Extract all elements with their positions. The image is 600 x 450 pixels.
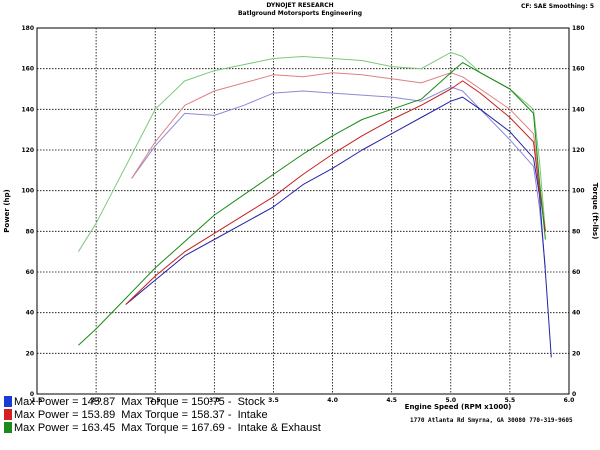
x-tick-label: 5.0 (445, 397, 456, 404)
y-tick-label-right: 60 (572, 269, 580, 276)
x-tick-label: 3.0 (209, 397, 220, 404)
chart-subtitle: Batlground Motorsports Engineering (237, 10, 363, 17)
series-line-power-intake-exhaust (78, 62, 546, 346)
y-tick-label-right: 120 (572, 147, 585, 154)
series-line-torque-intake (131, 72, 546, 232)
legend-row-intake: Max Power = 153.89 Max Torque = 158.37 -… (4, 408, 321, 421)
series-line-power-stock (125, 96, 552, 358)
legend-swatch-stock (4, 396, 12, 407)
y-tick-label-left: 140 (21, 106, 34, 113)
correction-factor-info: CF: SAE Smoothing: 5 (520, 3, 594, 10)
x-axis-label: Engine Speed (RPM x1000) (405, 403, 512, 411)
y-tick-label-left: 60 (26, 269, 34, 276)
y-tick-label-right: 100 (572, 188, 585, 195)
y-tick-label-left: 120 (21, 147, 34, 154)
y-tick-label-left: 40 (26, 310, 34, 317)
plot-frame (36, 27, 570, 395)
x-tick-label: 3.5 (268, 397, 279, 404)
x-tick-label: 2.5 (150, 397, 161, 404)
series-layer (77, 51, 552, 358)
y-tick-label-right: 40 (572, 310, 580, 317)
x-tick-label: 4.5 (386, 397, 397, 404)
legend-swatch-intake (4, 409, 12, 420)
shop-address: 1770 Atlanta Rd Smyrna, GA 30080 770-319… (410, 417, 573, 424)
x-tick-label: 6.0 (564, 397, 575, 404)
y-tick-label-right: 80 (572, 228, 580, 235)
y-tick-label-left: 0 (30, 391, 34, 398)
chart-title: DYNOJET RESEARCH (266, 2, 334, 9)
y-axis-label-power: Power (hp) (3, 189, 11, 232)
y-tick-label-right: 20 (572, 350, 580, 357)
y-tick-label-left: 160 (21, 66, 34, 73)
legend-label-stock: Max Power = 145.87 Max Torque = 150.75 -… (14, 395, 266, 408)
y-tick-label-right: 160 (572, 66, 585, 73)
legend-row-exhaust: Max Power = 163.45 Max Torque = 167.69 -… (4, 421, 321, 434)
legend: Max Power = 145.87 Max Torque = 150.75 -… (4, 395, 321, 434)
legend-label-intake: Max Power = 153.89 Max Torque = 158.37 -… (14, 408, 268, 421)
y-tick-label-right: 0 (572, 391, 576, 398)
legend-row-stock: Max Power = 145.87 Max Torque = 150.75 -… (4, 395, 321, 408)
x-tick-label: 4.0 (327, 397, 338, 404)
legend-swatch-exhaust (4, 422, 12, 433)
x-tick-label: 2.0 (91, 397, 102, 404)
series-line-torque-stock (131, 86, 546, 268)
y-tick-label-left: 20 (26, 350, 34, 357)
y-axis-label-torque: Torque (ft-lbs) (591, 183, 599, 240)
y-tick-label-left: 100 (21, 188, 34, 195)
x-tick-label: 5.5 (505, 397, 516, 404)
legend-label-exhaust: Max Power = 163.45 Max Torque = 167.69 -… (14, 421, 321, 434)
y-tick-label-left: 80 (26, 228, 34, 235)
y-tick-label-right: 180 (572, 25, 585, 32)
y-tick-label-right: 140 (572, 106, 585, 113)
series-line-power-intake (125, 80, 546, 305)
x-tick-label: 1.5 (32, 397, 43, 404)
grid-lines (37, 28, 569, 394)
y-tick-label-left: 180 (21, 25, 34, 32)
